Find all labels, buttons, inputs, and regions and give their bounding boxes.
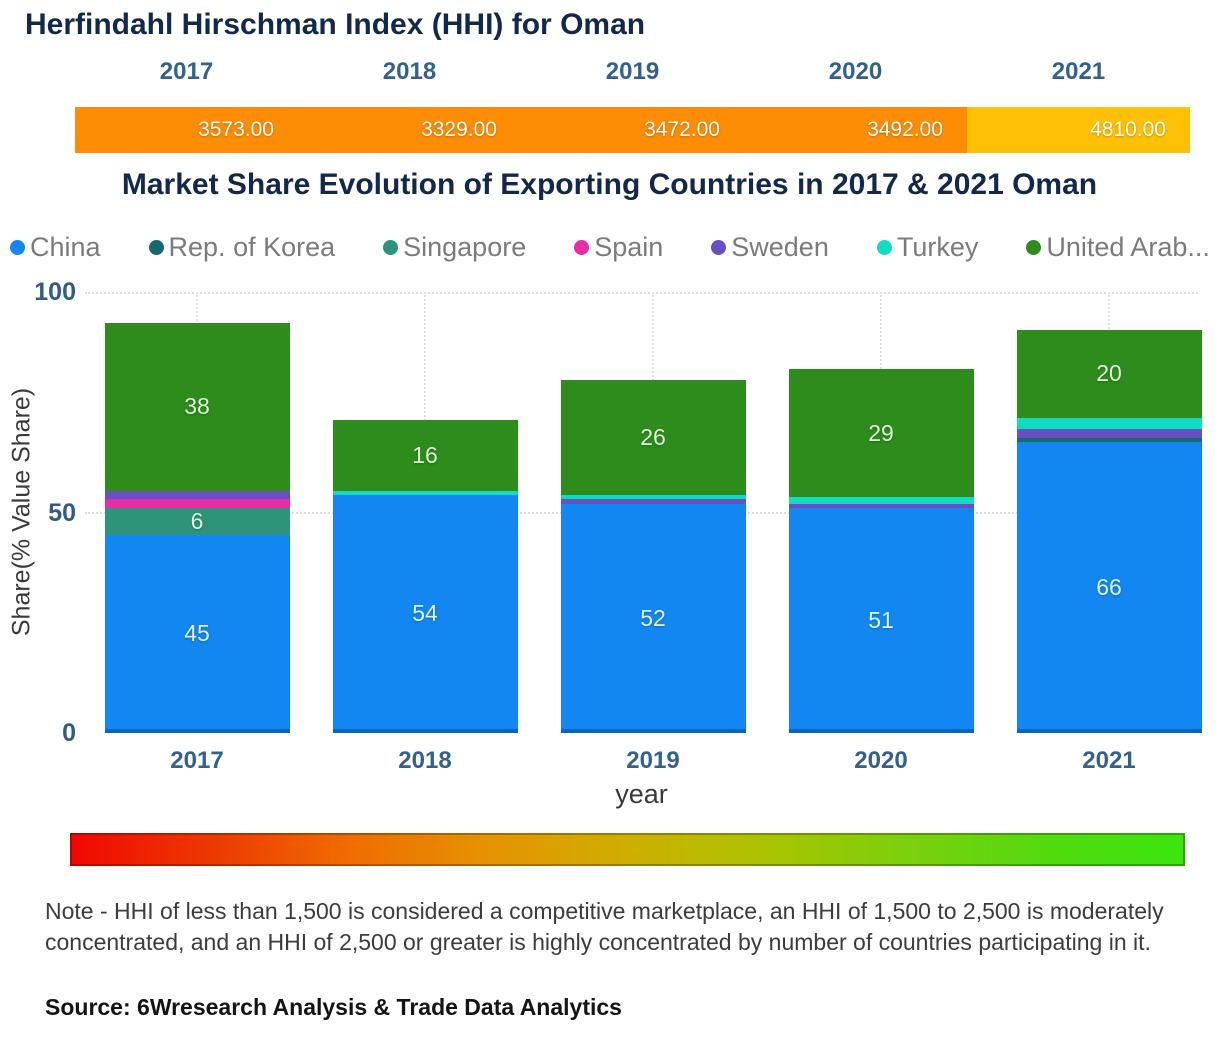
hhi-value-label: 3573.00 xyxy=(198,118,274,141)
bar-segment[interactable]: 54 xyxy=(332,494,518,733)
segment-value-label: 52 xyxy=(640,604,666,631)
legend-color-dot-icon xyxy=(10,239,25,255)
legend-item[interactable]: China xyxy=(10,232,101,263)
segment-value-label: 51 xyxy=(868,607,894,634)
bar-segment[interactable] xyxy=(560,494,746,500)
bar-segment[interactable]: 29 xyxy=(788,369,974,498)
legend-item[interactable]: Sweden xyxy=(711,232,829,263)
segment-value-label: 26 xyxy=(640,424,666,451)
segment-value-label: 6 xyxy=(190,508,204,534)
segment-value-label: 16 xyxy=(412,441,438,468)
hhi-year-label: 2018 xyxy=(382,58,437,85)
legend-label: China xyxy=(30,231,101,262)
legend-item[interactable]: United Arab... xyxy=(1026,232,1210,263)
segment-value-label: 20 xyxy=(1096,360,1122,387)
x-tick-label: 2019 xyxy=(626,747,680,774)
bar-segment[interactable]: 51 xyxy=(788,508,974,733)
stacked-bar[interactable]: 45 6 38 xyxy=(104,322,290,733)
legend-item[interactable]: Rep. of Korea xyxy=(148,231,336,263)
bar-segment[interactable] xyxy=(104,499,290,509)
legend-color-dot-icon xyxy=(383,239,399,255)
segment-value-label: 45 xyxy=(184,620,210,647)
legend-label: Rep. of Korea xyxy=(168,231,336,262)
bar-segment[interactable] xyxy=(560,499,746,504)
hhi-years-row: 2017 2018 2019 2020 2021 xyxy=(75,58,1190,92)
bar-segment[interactable] xyxy=(1016,417,1202,429)
gridline-100 xyxy=(85,292,1198,294)
bar-segment[interactable] xyxy=(788,497,974,504)
bar-segment[interactable] xyxy=(788,503,974,509)
legend-color-dot-icon xyxy=(876,239,892,255)
stacked-bar[interactable]: 66 20 xyxy=(1016,329,1202,733)
stacked-bar[interactable]: 52 26 xyxy=(560,380,746,733)
legend-label: United Arab... xyxy=(1046,231,1210,262)
hhi-value-segment[interactable]: 4810.00 xyxy=(967,107,1190,153)
bar-segment[interactable] xyxy=(1016,437,1202,442)
hhi-value-label: 4810.00 xyxy=(1090,118,1166,141)
stacked-bar[interactable]: 54 16 xyxy=(332,420,518,733)
y-tick-label: 0 xyxy=(62,719,76,747)
hhi-value-segment[interactable]: 3472.00 xyxy=(521,107,744,153)
segment-value-label: 66 xyxy=(1096,573,1122,600)
bar-segment[interactable]: 45 xyxy=(104,534,290,733)
legend-item[interactable]: Spain xyxy=(574,232,663,263)
hhi-value-segment[interactable]: 3573.00 xyxy=(75,107,298,153)
hhi-value-segment[interactable]: 3492.00 xyxy=(744,107,967,153)
plot-area: year 45 6 38 2017 54 16 2018 52 26 2019 51 29 2020 66… xyxy=(0,278,1219,815)
bar-segment[interactable]: 20 xyxy=(1016,329,1202,418)
bar-segment[interactable]: 38 xyxy=(104,322,290,491)
legend-label: Spain xyxy=(594,231,664,262)
bar-segment[interactable]: 66 xyxy=(1016,441,1202,733)
x-tick-label: 2017 xyxy=(170,747,224,774)
bar-segment[interactable] xyxy=(104,490,290,500)
gradient-scale-bar xyxy=(70,833,1185,866)
hhi-value-label: 3492.00 xyxy=(867,118,943,141)
legend-label: Turkey xyxy=(896,231,979,262)
segment-value-label: 54 xyxy=(412,600,438,627)
hhi-value-label: 3329.00 xyxy=(421,118,497,141)
legend-item[interactable]: Turkey xyxy=(876,231,979,263)
x-tick-label: 2021 xyxy=(1082,747,1136,774)
market-title: Market Share Evolution of Exporting Coun… xyxy=(121,168,1098,201)
y-axis-title: Share(% Value Share) xyxy=(7,387,36,637)
legend-item[interactable]: Singapore xyxy=(383,232,526,263)
x-tick-label: 2018 xyxy=(398,747,452,774)
bar-segment[interactable]: 6 xyxy=(104,508,290,535)
y-tick-label: 100 xyxy=(34,278,76,306)
stacked-bar[interactable]: 51 29 xyxy=(788,369,974,733)
note-text: Note - HHI of less than 1,500 is conside… xyxy=(45,898,1164,955)
x-tick-label: 2020 xyxy=(854,747,908,774)
hhi-year-label: 2019 xyxy=(605,58,660,85)
legend-color-dot-icon xyxy=(148,239,164,255)
hhi-year-label: 2021 xyxy=(1051,58,1106,85)
hhi-value-segment[interactable]: 3329.00 xyxy=(298,107,521,153)
legend-color-dot-icon xyxy=(574,239,590,255)
segment-value-label: 38 xyxy=(184,393,210,420)
bar-segment[interactable]: 52 xyxy=(560,503,746,733)
hhi-year-label: 2017 xyxy=(159,58,214,85)
y-tick-label: 50 xyxy=(48,499,76,527)
bar-segment[interactable] xyxy=(1016,428,1202,438)
bar-segment[interactable]: 26 xyxy=(560,380,746,495)
legend-label: Singapore xyxy=(403,231,527,262)
hhi-bar: 3573.00 3329.00 3472.00 3492.00 4810.00 xyxy=(75,107,1190,153)
hhi-title: Herfindahl Hirschman Index (HHI) for Oma… xyxy=(25,8,646,41)
source-text: Source: 6Wresearch Analysis & Trade Data… xyxy=(45,994,622,1020)
legend-label: Sweden xyxy=(731,231,829,262)
x-axis-title: year xyxy=(615,779,668,809)
bar-segment[interactable] xyxy=(332,490,518,495)
hhi-year-label: 2020 xyxy=(828,58,883,85)
legend: China Rep. of Korea Singapore Spain Sweden Tu… xyxy=(10,229,1210,265)
bar-segment[interactable]: 16 xyxy=(332,420,518,491)
segment-value-label: 29 xyxy=(868,419,894,446)
legend-color-dot-icon xyxy=(711,239,727,255)
hhi-value-label: 3472.00 xyxy=(644,118,720,141)
legend-color-dot-icon xyxy=(1026,239,1042,255)
